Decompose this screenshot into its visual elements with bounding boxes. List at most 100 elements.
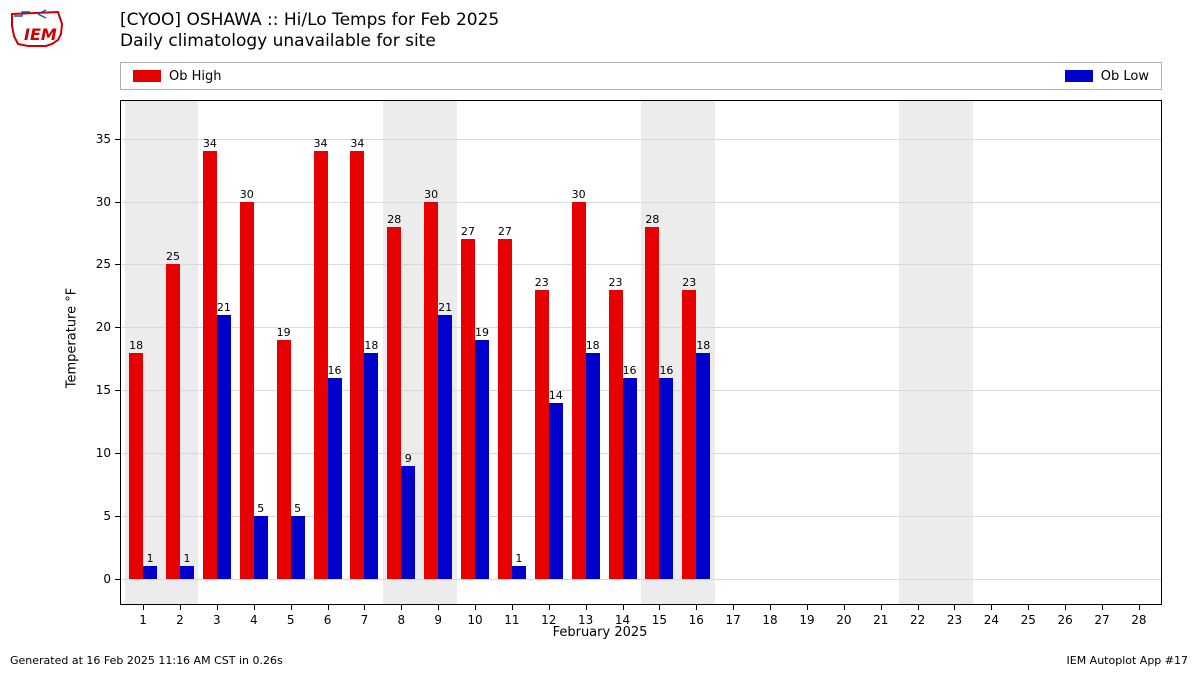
x-tick	[1028, 604, 1029, 610]
x-tick-label: 9	[434, 613, 442, 627]
legend-label-high: Ob High	[169, 69, 222, 84]
bar-low	[696, 353, 710, 579]
x-tick-label: 15	[652, 613, 667, 627]
bar-low-label: 5	[294, 502, 301, 515]
bar-low	[586, 353, 600, 579]
x-tick-label: 25	[1021, 613, 1036, 627]
bar-low	[328, 378, 342, 579]
bar-low-label: 18	[696, 339, 710, 352]
bar-low	[549, 403, 563, 579]
bar-high	[609, 290, 623, 579]
bar-low	[217, 315, 231, 579]
y-tick	[115, 516, 121, 517]
bar-low-label: 21	[438, 301, 452, 314]
bar-high	[240, 202, 254, 579]
x-tick	[623, 604, 624, 610]
bar-high-label: 23	[535, 276, 549, 289]
legend: Ob High Ob Low	[120, 62, 1162, 90]
bar-high	[572, 202, 586, 579]
x-tick	[401, 604, 402, 610]
bar-low	[475, 340, 489, 579]
y-tick-label: 30	[96, 195, 111, 209]
bar-high-label: 23	[682, 276, 696, 289]
bar-high	[314, 151, 328, 579]
bar-low-label: 1	[515, 552, 522, 565]
y-tick-label: 10	[96, 446, 111, 460]
x-tick	[659, 604, 660, 610]
bar-low	[438, 315, 452, 579]
bar-low-label: 1	[147, 552, 154, 565]
bar-high	[682, 290, 696, 579]
x-tick	[549, 604, 550, 610]
y-tick	[115, 390, 121, 391]
y-tick-label: 5	[103, 509, 111, 523]
bar-high-label: 28	[645, 213, 659, 226]
plot-area: 0510152025303512345678910111213141516171…	[120, 100, 1162, 605]
x-tick	[143, 604, 144, 610]
legend-label-low: Ob Low	[1101, 69, 1149, 84]
x-tick-label: 18	[762, 613, 777, 627]
x-tick	[475, 604, 476, 610]
bar-low-label: 18	[364, 339, 378, 352]
bar-high	[535, 290, 549, 579]
x-tick-label: 5	[287, 613, 295, 627]
bar-low-label: 21	[217, 301, 231, 314]
bar-high-label: 23	[609, 276, 623, 289]
bar-high-label: 18	[129, 339, 143, 352]
y-tick	[115, 139, 121, 140]
bar-low-label: 1	[184, 552, 191, 565]
x-tick	[1139, 604, 1140, 610]
x-tick-label: 27	[1094, 613, 1109, 627]
iem-logo: IEM	[8, 8, 68, 50]
x-tick	[364, 604, 365, 610]
x-tick	[918, 604, 919, 610]
bar-high-label: 28	[387, 213, 401, 226]
x-tick	[217, 604, 218, 610]
bar-high-label: 34	[350, 137, 364, 150]
y-tick	[115, 579, 121, 580]
x-tick-label: 7	[361, 613, 369, 627]
bar-low-label: 9	[405, 452, 412, 465]
x-tick	[586, 604, 587, 610]
footer-generated: Generated at 16 Feb 2025 11:16 AM CST in…	[10, 654, 283, 667]
bar-high	[129, 353, 143, 579]
x-tick-label: 6	[324, 613, 332, 627]
bar-low-label: 16	[659, 364, 673, 377]
bar-low	[143, 566, 157, 579]
x-tick	[1065, 604, 1066, 610]
x-tick-label: 1	[139, 613, 147, 627]
bar-low	[180, 566, 194, 579]
x-tick-label: 22	[910, 613, 925, 627]
bar-high-label: 30	[240, 188, 254, 201]
title-line-1: [CYOO] OSHAWA :: Hi/Lo Temps for Feb 202…	[120, 10, 499, 31]
y-tick	[115, 453, 121, 454]
x-tick-label: 28	[1131, 613, 1146, 627]
bar-high-label: 27	[498, 225, 512, 238]
gridline	[121, 579, 1161, 580]
x-tick	[770, 604, 771, 610]
x-tick-label: 17	[726, 613, 741, 627]
bar-low	[291, 516, 305, 579]
legend-item-low: Ob Low	[1065, 69, 1149, 84]
x-tick-label: 26	[1057, 613, 1072, 627]
bar-high-label: 25	[166, 250, 180, 263]
bar-low-label: 16	[328, 364, 342, 377]
bar-low-label: 16	[623, 364, 637, 377]
x-tick-label: 21	[873, 613, 888, 627]
bar-high	[350, 151, 364, 579]
x-tick	[881, 604, 882, 610]
x-tick-label: 19	[799, 613, 814, 627]
bar-high-label: 30	[572, 188, 586, 201]
bar-high	[645, 227, 659, 579]
bar-high-label: 34	[203, 137, 217, 150]
bar-high	[461, 239, 475, 579]
bar-high	[277, 340, 291, 579]
x-tick	[1102, 604, 1103, 610]
bar-low	[254, 516, 268, 579]
y-tick-label: 15	[96, 383, 111, 397]
bar-low	[401, 466, 415, 579]
gridline	[121, 202, 1161, 203]
y-tick-label: 35	[96, 132, 111, 146]
bar-high-label: 27	[461, 225, 475, 238]
x-tick-label: 20	[836, 613, 851, 627]
